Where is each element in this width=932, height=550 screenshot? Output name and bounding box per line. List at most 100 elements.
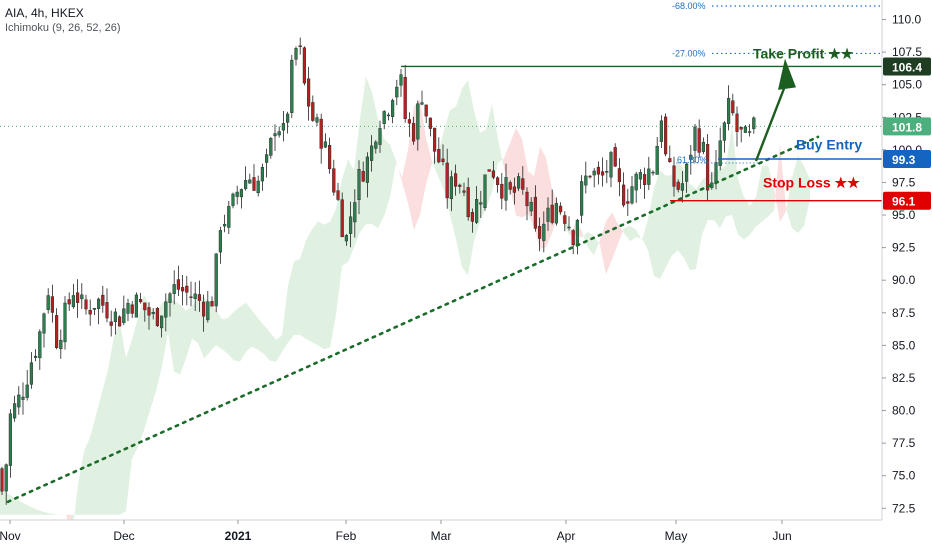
cloud-segment <box>390 144 396 198</box>
cloud-segment <box>762 165 768 222</box>
candle-body <box>126 302 130 314</box>
candle-body <box>151 312 155 315</box>
ichimoku-cloud <box>0 76 810 536</box>
candle-body <box>328 145 332 170</box>
cloud-segment <box>228 311 234 361</box>
cloud-segment <box>336 179 342 315</box>
candle-body <box>147 307 151 316</box>
cloud-segment <box>318 221 324 350</box>
y-tick-label: 92.5 <box>892 241 916 255</box>
candle-body <box>521 178 525 190</box>
cloud-segment <box>78 451 84 515</box>
candle-body <box>290 59 294 113</box>
candle-body <box>538 226 542 239</box>
candle-body <box>176 279 180 290</box>
candle-body <box>353 202 357 223</box>
candle-body <box>399 74 403 86</box>
cloud-segment <box>462 80 468 276</box>
candle-body <box>59 339 63 349</box>
candle-body <box>0 468 4 492</box>
cloud-segment <box>588 231 594 256</box>
candle-body <box>311 102 315 121</box>
candle-body <box>67 299 71 305</box>
cloud-segment <box>720 165 726 229</box>
candle-body <box>361 170 365 182</box>
candle-body <box>584 175 588 186</box>
candle-body <box>92 307 96 310</box>
cloud-segment <box>210 302 216 352</box>
candle-body <box>525 191 529 207</box>
cloud-segment <box>438 130 444 191</box>
cloud-segment <box>732 125 738 235</box>
candle-body <box>491 170 495 178</box>
candle-body <box>201 301 206 317</box>
candle-body <box>735 113 739 132</box>
x-tick-label: Feb <box>336 529 357 543</box>
candle-body <box>96 298 101 309</box>
candle-body <box>496 177 500 186</box>
candle-body <box>55 315 59 349</box>
cloud-segment <box>798 155 804 233</box>
candle-body <box>248 179 252 184</box>
cloud-segment <box>252 310 258 350</box>
candle-body <box>412 123 416 142</box>
candle-body <box>638 172 642 180</box>
cloud-segment <box>222 317 228 355</box>
candle-body <box>332 168 336 193</box>
target-arrow-head <box>778 58 796 90</box>
cloud-segment <box>30 506 36 515</box>
cloud-segment <box>276 335 282 362</box>
candle-body <box>46 295 50 310</box>
candle-body <box>8 413 12 466</box>
cloud-segment <box>84 437 90 515</box>
cloud-segment <box>684 169 690 271</box>
cloud-segment <box>420 99 426 215</box>
candle-body <box>180 287 185 292</box>
candle-body <box>630 186 634 204</box>
candle-body <box>344 235 348 242</box>
candle-body <box>378 128 382 145</box>
candle-body <box>701 141 705 152</box>
cloud-segment <box>690 184 696 271</box>
candle-body <box>517 176 521 189</box>
candle-body <box>424 104 428 117</box>
cloud-segment <box>648 188 654 276</box>
x-axis: Nov Dec 2021 Feb Mar Apr May Jun <box>0 519 932 550</box>
cloud-segment <box>174 300 180 375</box>
cloud-segment <box>792 155 798 233</box>
cloud-segment <box>294 259 300 335</box>
take-profit-price-tag <box>883 57 931 76</box>
candle-body <box>567 226 571 229</box>
candle-body <box>445 162 449 199</box>
candle-body <box>718 140 722 166</box>
indicator-title: Ichimoku (9, 26, 52, 26) <box>5 22 121 34</box>
cloud-segment <box>282 285 288 352</box>
candle-body <box>315 117 319 123</box>
cloud-segment <box>744 197 750 240</box>
candle-body <box>416 103 420 140</box>
cloud-segment <box>432 153 438 176</box>
cloud-segment <box>24 503 30 515</box>
cloud-segment <box>540 146 546 250</box>
candle-body <box>34 355 38 358</box>
cloud-segment <box>108 336 114 515</box>
candle-body <box>622 184 626 206</box>
cloud-segment <box>504 143 510 188</box>
candle-body <box>685 163 689 182</box>
candle-body <box>185 285 189 293</box>
x-tick-label: May <box>665 529 688 543</box>
cloud-segment <box>486 103 492 209</box>
cloud-segment <box>750 196 756 235</box>
candle-body <box>529 201 533 212</box>
cloud-segment <box>396 160 402 182</box>
y-tick-label: 82.5 <box>892 371 916 385</box>
candle-body <box>122 308 126 323</box>
candle-body <box>29 362 33 385</box>
cloud-segment <box>546 157 552 248</box>
cloud-segment <box>636 229 642 241</box>
cloud-segment <box>132 317 138 459</box>
cloud-segment <box>306 229 312 343</box>
candle-body <box>365 156 369 183</box>
candle-body <box>466 187 470 218</box>
